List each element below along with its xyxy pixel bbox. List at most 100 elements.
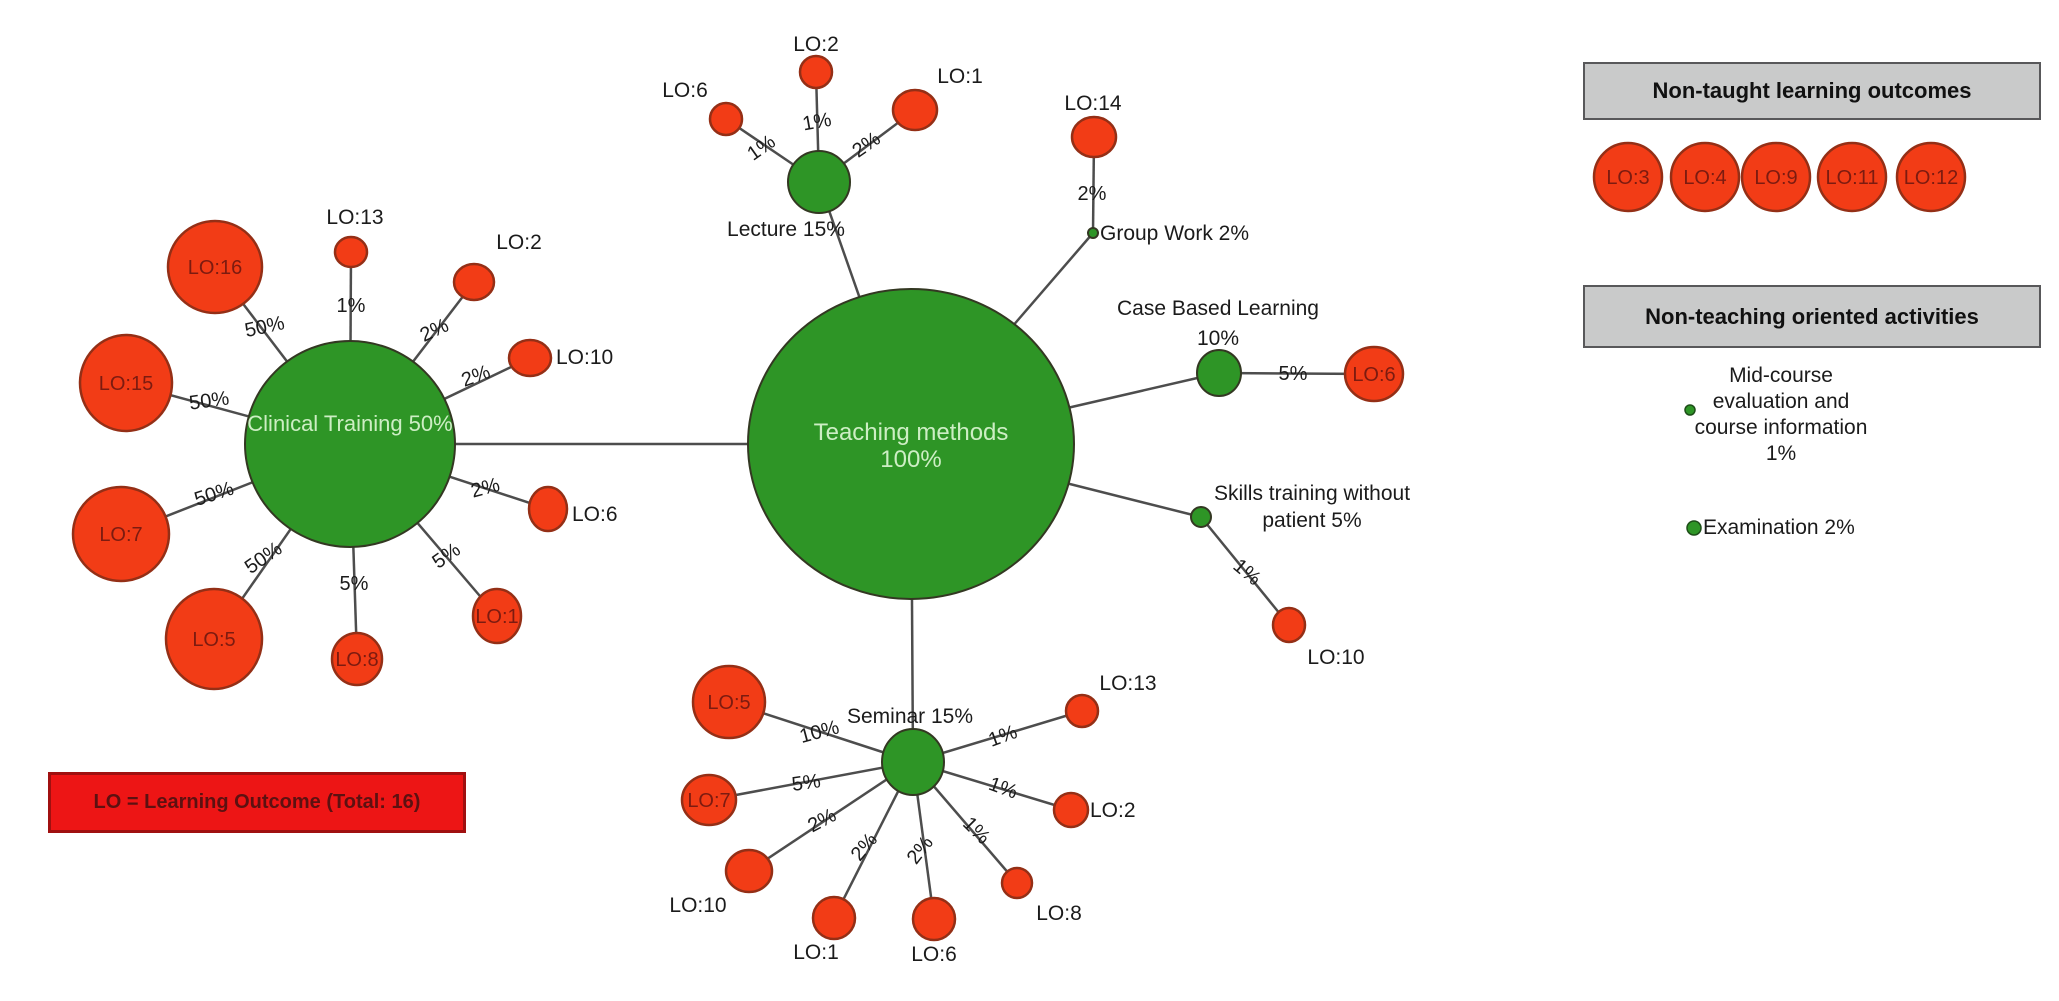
lo-label: LO:2	[1090, 799, 1136, 822]
lo-label: LO:5	[707, 692, 750, 714]
lo-label: LO:7	[687, 790, 730, 812]
non-taught-lo-circle	[1669, 141, 1741, 213]
lo-label: LO:1	[475, 606, 518, 628]
edge-weight-label: 1%	[801, 109, 834, 136]
lo-node	[527, 485, 569, 533]
activity-label-skills: Skills training without	[1214, 482, 1410, 505]
non-taught-lo-circle	[1895, 141, 1967, 213]
edge-weight-label: 5%	[790, 770, 822, 796]
lo-label: LO:10	[669, 894, 726, 917]
lo-node	[1000, 866, 1034, 900]
lo-node	[1070, 115, 1118, 159]
lo-node	[1052, 791, 1090, 829]
non-taught-lo-label: LO:9	[1754, 167, 1797, 189]
lo-node	[680, 773, 738, 827]
lo-label: LO:1	[937, 65, 983, 88]
edge-weight-label: 1%	[1229, 555, 1265, 591]
activity-node-cbl	[1196, 349, 1242, 397]
lo-node	[1343, 345, 1405, 403]
edge-seminar-outcome	[708, 760, 914, 802]
non-taught-lo-label: LO:11	[1826, 167, 1879, 189]
non-teaching-activity-label: Mid-course	[1729, 364, 1833, 387]
lo-node	[164, 587, 264, 691]
edge-weight-label: 5%	[340, 573, 369, 595]
non-taught-lo-circle	[1740, 141, 1812, 213]
legend-box: LO = Learning Outcome (Total: 16)	[48, 772, 466, 833]
lo-label: LO:6	[1352, 364, 1395, 386]
edge-weight-label: 2%	[903, 832, 938, 868]
edge-weight-label: 5%	[1279, 363, 1308, 385]
non-taught-lo-label: LO:12	[1904, 167, 1958, 189]
non-teaching-activity-label: course information	[1695, 416, 1868, 439]
lo-node	[798, 54, 834, 90]
activity-label-groupwork: Group Work 2%	[1100, 222, 1249, 245]
lo-label: LO:6	[911, 943, 957, 966]
activity-label-skills: patient 5%	[1262, 509, 1361, 532]
lo-label: LO:2	[793, 33, 839, 56]
activity-label-clinical: Clinical Training 50%	[247, 411, 452, 436]
edge-weight-label: 1%	[986, 773, 1021, 804]
root-node-teaching-methods	[747, 288, 1075, 600]
edge-weight-label: 2%	[459, 361, 494, 392]
lo-node	[891, 88, 939, 132]
lo-label: LO:10	[1307, 646, 1364, 669]
non-taught-lo-circle	[1592, 141, 1664, 213]
non-teaching-activities-title: Non-teaching oriented activities	[1645, 303, 1979, 329]
lo-label: LO:6	[572, 503, 618, 526]
non-taught-lo-label: LO:3	[1606, 167, 1649, 189]
lo-node	[811, 895, 857, 941]
edge-weight-label: 10%	[797, 716, 842, 748]
lo-label: LO:10	[556, 346, 613, 369]
non-teaching-activity-label: 1%	[1766, 442, 1796, 465]
edge-weight-label: 50%	[192, 478, 237, 511]
activity-node-groupwork	[1087, 227, 1099, 239]
non-teaching-activity-label: Examination 2%	[1703, 516, 1855, 539]
lo-node	[471, 587, 523, 645]
lo-node	[333, 235, 369, 269]
lo-node	[911, 896, 957, 942]
lo-node	[1271, 606, 1307, 644]
activity-node-seminar	[881, 728, 945, 796]
lo-node	[691, 664, 767, 740]
lo-node	[708, 101, 744, 137]
lo-node	[507, 338, 553, 378]
non-taught-lo-circle	[1816, 141, 1888, 213]
activity-node-skills	[1190, 506, 1212, 528]
non-teaching-activity-dot	[1686, 520, 1702, 536]
lo-node	[452, 262, 496, 302]
non-teaching-activity-dot	[1684, 404, 1696, 416]
lo-label: LO:8	[335, 649, 378, 671]
lo-node	[1064, 693, 1100, 729]
non-teaching-activities-header: Non-teaching oriented activities	[1583, 285, 2041, 348]
non-taught-outcomes-title: Non-taught learning outcomes	[1652, 78, 1972, 103]
activity-label-cbl: 10%	[1197, 327, 1239, 350]
edge-weight-label: 1%	[958, 813, 994, 849]
edge-weight-label: 1%	[337, 295, 366, 317]
activity-label-seminar: Seminar 15%	[847, 705, 973, 728]
root-node-label: Teaching methods	[814, 419, 1009, 446]
lo-label: LO:1	[793, 941, 839, 964]
lo-label: LO:15	[99, 373, 153, 395]
lo-label: LO:7	[99, 524, 142, 546]
edge-skills-outcome	[1200, 516, 1290, 626]
lo-label: LO:5	[192, 629, 235, 651]
legend-label: LO = Learning Outcome (Total: 16)	[93, 791, 421, 813]
lo-node	[78, 333, 174, 433]
activity-node-clinical	[244, 340, 456, 548]
lo-label: LO:13	[326, 206, 383, 229]
activity-node-lecture	[787, 150, 851, 214]
edge-weight-label: 2%	[1078, 183, 1107, 205]
non-teaching-activity-label: evaluation and	[1713, 390, 1850, 413]
activity-label-cbl: Case Based Learning	[1117, 297, 1319, 320]
lo-label: LO:6	[662, 79, 708, 102]
root-node-label: 100%	[880, 446, 941, 473]
lo-label: LO:16	[188, 257, 242, 279]
activity-label-lecture: Lecture 15%	[727, 218, 845, 241]
edge-weight-label: 2%	[469, 474, 503, 503]
lo-node	[71, 485, 171, 583]
lo-node	[330, 631, 384, 687]
edge-weight-label: 2%	[804, 804, 840, 837]
lo-label: LO:2	[496, 231, 542, 254]
lo-label: LO:13	[1099, 672, 1156, 695]
